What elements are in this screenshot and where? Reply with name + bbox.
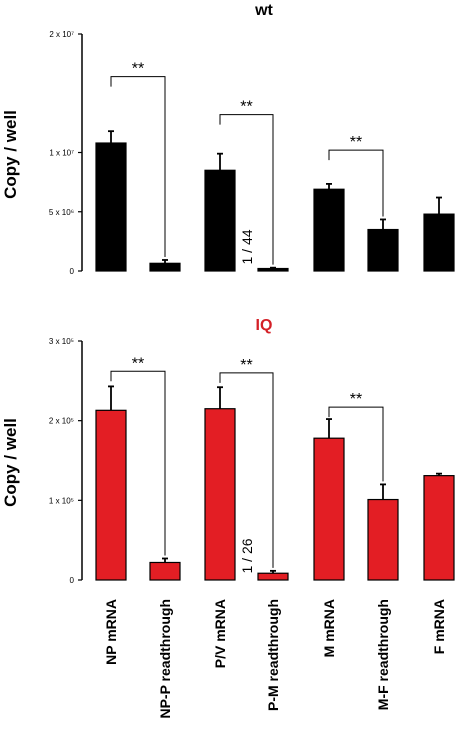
y-tick-label: 1 x 10⁵ [49,496,74,505]
x-category-label: P/V mRNA [212,599,228,668]
bar [95,142,127,272]
bar [257,267,289,272]
y-tick-label: 5 x 10⁶ [49,208,74,217]
significance-label: ** [240,357,252,374]
bar [313,437,345,581]
x-category-label: M mRNA [321,599,337,657]
ratio-annotation: 1 / 44 [239,229,255,264]
significance-label: ** [132,355,144,372]
significance-bracket [219,372,274,568]
y-tick-label: 0 [70,576,75,585]
significance-label: ** [350,391,362,408]
chart-title: wt [254,2,273,19]
bar [204,169,236,272]
bar [257,572,289,581]
y-axis-label: Copy / well [1,418,20,507]
bar [423,213,455,272]
y-tick-label: 2 x 10⁷ [49,30,74,39]
category-labels: NP mRNA NP-P readthrough P/V mRNA P-M readt… [103,599,447,719]
significance-label: ** [240,99,252,116]
bar [149,561,181,581]
significance-bracket [328,406,384,482]
x-category-label: M-F readthrough [375,599,391,710]
chart-panel-iq: IQ Copy / well 0 1 x 10⁵ 2 x 10⁵ 3 x 10⁵ ** ** *… [1,317,455,585]
x-category-label: F mRNA [431,599,447,654]
bar [423,475,455,581]
x-category-label: NP mRNA [103,599,119,665]
bar [367,498,399,581]
significance-bracket [110,76,166,257]
significance-bracket [219,114,274,265]
y-tick-label: 0 [70,267,75,276]
ratio-annotation: 1 / 26 [239,538,255,573]
x-category-label: P-M readthrough [265,599,281,711]
bar [313,188,345,272]
y-tick-label: 2 x 10⁵ [49,417,74,426]
significance-label: ** [350,134,362,151]
bar [149,262,181,272]
y-tick-label: 1 x 10⁷ [49,149,74,158]
significance-bracket [328,149,384,217]
bar [367,228,399,272]
chart-panel-wt: wt Copy / well 0 5 x 10⁶ 1 x 10⁷ 2 x 10⁷ ** ** *… [1,2,455,276]
significance-bracket [110,370,166,556]
y-tick-label: 3 x 10⁵ [49,337,74,346]
significance-label: ** [132,61,144,78]
x-category-label: NP-P readthrough [157,599,173,719]
bar [204,408,236,581]
bar [95,409,127,581]
y-axis-label: Copy / well [1,110,20,199]
chart-title: IQ [256,317,273,334]
